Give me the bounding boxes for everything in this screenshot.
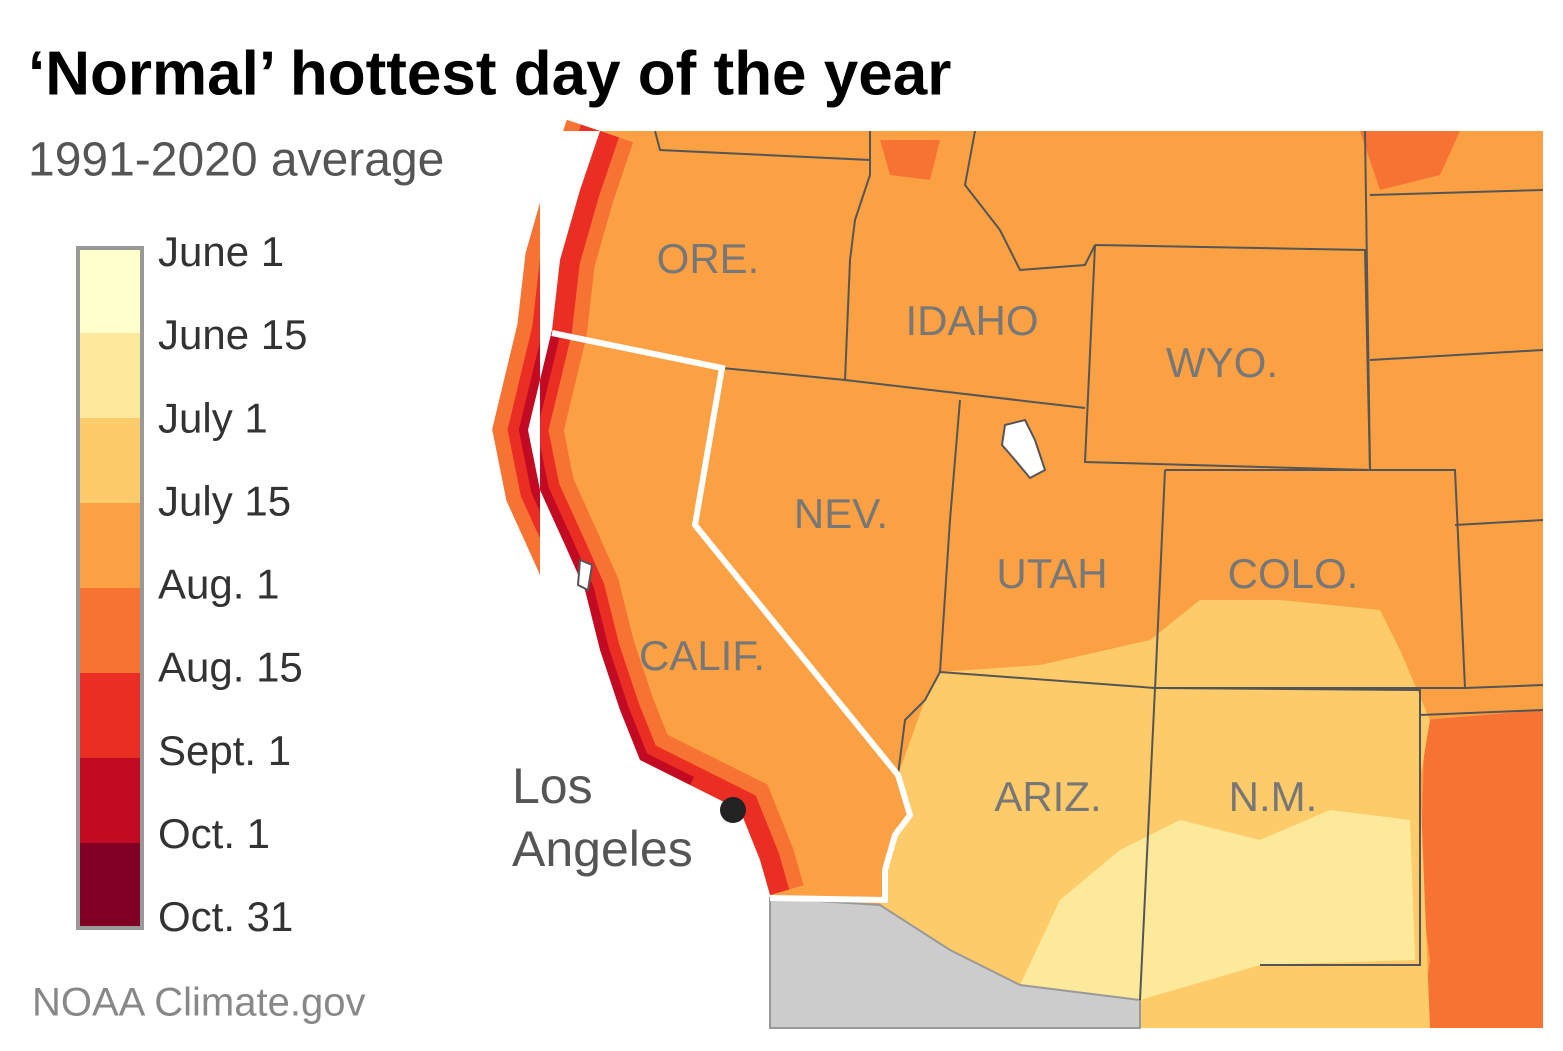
legend-swatch <box>78 418 142 504</box>
hot-region <box>1420 710 1543 1028</box>
california-border <box>551 330 914 904</box>
state-label: UTAH <box>996 550 1107 597</box>
subtitle: 1991-2020 average <box>28 134 444 187</box>
legend-label: Oct. 31 <box>158 893 293 940</box>
legend-swatch <box>78 758 142 844</box>
city-label: Angeles <box>512 821 693 877</box>
state-label: NEV. <box>794 490 888 537</box>
legend-swatch <box>78 673 142 759</box>
legend-label: July 1 <box>158 394 268 441</box>
state-label: N.M. <box>1229 773 1318 820</box>
state-label: COLO. <box>1228 550 1359 597</box>
legend-swatch <box>78 843 142 929</box>
legend-label: Sept. 1 <box>158 727 291 774</box>
city-label: Los <box>512 758 593 814</box>
map: ORE. IDAHO WYO. NEV. UTAH COLO. CALIF. ARIZ. N.M… <box>492 119 1544 1040</box>
legend-label: July 15 <box>158 477 291 524</box>
hot-region <box>1360 131 1460 190</box>
legend-swatch <box>78 248 142 334</box>
great-salt-lake <box>1000 418 1047 480</box>
legend-label: Oct. 1 <box>158 810 270 857</box>
state-label: ORE. <box>657 235 760 282</box>
legend-label: Aug. 15 <box>158 644 303 691</box>
state-label: ARIZ. <box>994 773 1101 820</box>
hot-region <box>880 140 940 180</box>
legend-frame <box>76 246 144 930</box>
legend-label: Aug. 1 <box>158 561 279 608</box>
state-label: CALIF. <box>639 632 765 679</box>
state-labels: ORE. IDAHO WYO. NEV. UTAH COLO. CALIF. ARIZ. N.M… <box>639 235 1358 820</box>
mexico <box>769 896 1141 1029</box>
legend-swatch <box>78 333 142 419</box>
legend: June 1 June 15 July 1 July 15 Aug. 1 Aug. 15 S… <box>76 228 307 940</box>
state-label: WYO. <box>1166 339 1278 386</box>
legend-label: June 1 <box>158 228 284 275</box>
sf-bay <box>576 558 594 592</box>
state-label: IDAHO <box>905 297 1038 344</box>
state-borders <box>654 130 1544 1001</box>
legend-label: June 15 <box>158 311 307 358</box>
legend-swatch <box>78 503 142 589</box>
source: NOAA Climate.gov <box>32 981 365 1025</box>
title: ‘Normal’ hottest day of the year <box>28 39 951 108</box>
legend-swatch <box>78 588 142 674</box>
mild-region <box>1020 810 1415 1000</box>
ocean <box>528 131 770 1040</box>
city-marker <box>720 797 746 823</box>
